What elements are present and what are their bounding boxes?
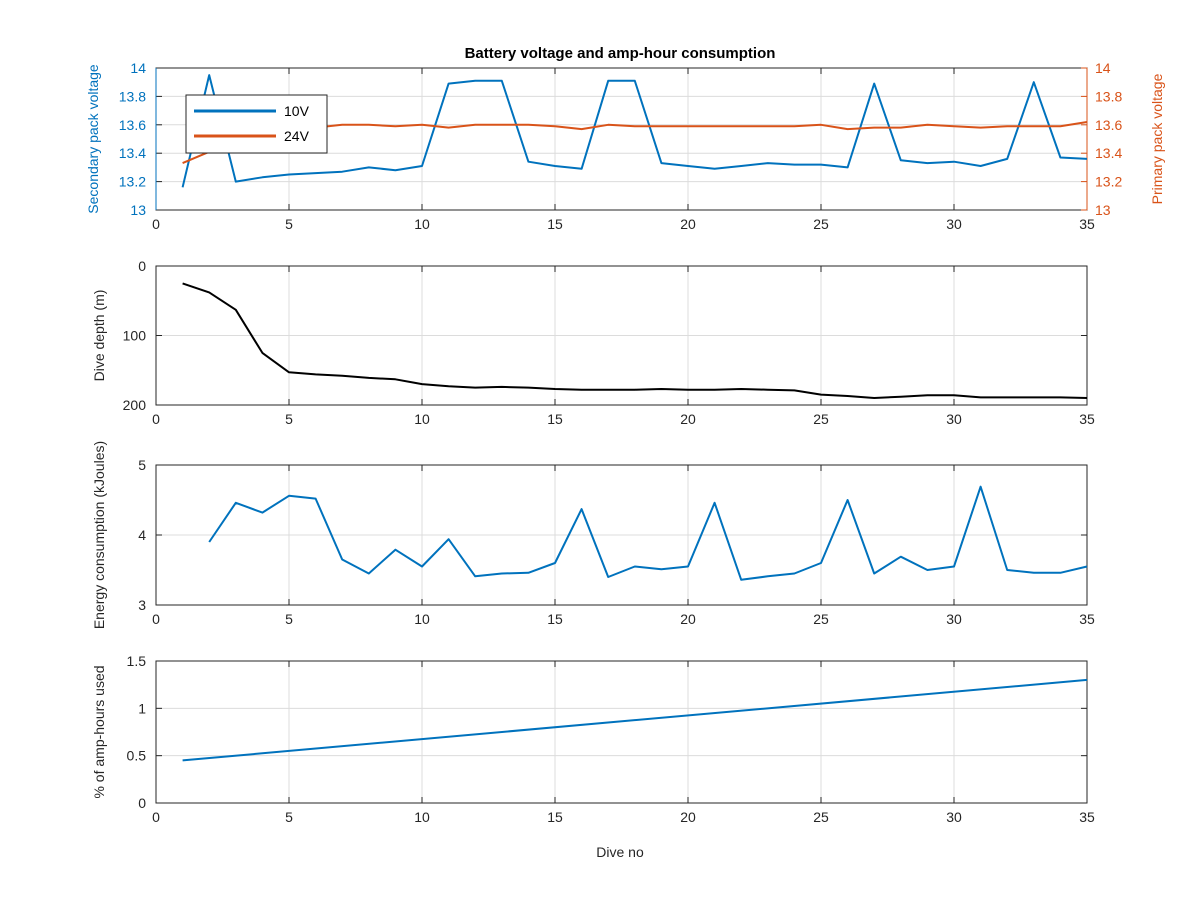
x-tick-label: 30	[946, 411, 962, 427]
x-tick-label: 25	[813, 411, 829, 427]
y-tick-label: 13	[130, 202, 146, 218]
legend-box	[185, 94, 328, 154]
right-y-tick-label: 13.4	[1095, 145, 1122, 161]
y-tick-label: 0	[138, 795, 146, 811]
x-tick-label: 0	[152, 216, 160, 232]
y-tick-label: 5	[138, 457, 146, 473]
y-tick-label: 14	[130, 60, 146, 76]
x-tick-label: 20	[680, 611, 696, 627]
x-tick-label: 5	[285, 809, 293, 825]
x-tick-label: 0	[152, 411, 160, 427]
subplot-voltage: 0 5 10 15 20 25 30 351313.213.413.613.814Second…	[85, 60, 1165, 232]
right-y-tick-label: 14	[1095, 60, 1111, 76]
y-tick-label: 3	[138, 597, 146, 613]
x-tick-label: 15	[547, 411, 563, 427]
x-tick-label: 0	[152, 611, 160, 627]
legend-label-24V: 24V	[284, 128, 310, 144]
right-y-tick-label: 13.2	[1095, 174, 1122, 190]
subplot-energy: 0 5 10 15 20 25 30 35 3 4 5 Energy consumption (kJo…	[91, 441, 1095, 629]
y-tick-label: 4	[138, 527, 146, 543]
y-tick-label: 1	[138, 700, 146, 716]
x-tick-label: 20	[680, 411, 696, 427]
x-tick-label: 10	[414, 411, 430, 427]
y-tick-label: 0.5	[127, 748, 147, 764]
x-tick-label: 30	[946, 809, 962, 825]
x-tick-label: 30	[946, 611, 962, 627]
x-tick-label: 35	[1079, 411, 1095, 427]
y-axis-label: Secondary pack voltage	[85, 64, 101, 214]
x-tick-label: 25	[813, 611, 829, 627]
x-tick-label: 20	[680, 216, 696, 232]
chart-title: Battery voltage and amp-hour consumption	[465, 45, 776, 62]
legend-label-10V: 10V	[284, 103, 310, 119]
series-line-amphours	[182, 678, 1088, 762]
x-tick-label: 10	[414, 216, 430, 232]
x-tick-label: 0	[152, 809, 160, 825]
x-tick-label: 35	[1079, 611, 1095, 627]
right-y-tick-label: 13.6	[1095, 117, 1122, 133]
legend: 10V 24V	[185, 94, 328, 154]
x-tick-label: 15	[547, 809, 563, 825]
series-line-depth	[182, 282, 1088, 399]
x-tick-label: 30	[946, 216, 962, 232]
x-tick-label: 15	[547, 611, 563, 627]
y-axis-label: Dive depth (m)	[91, 290, 107, 382]
y-axis-label: Energy consumption (kJoules)	[91, 441, 107, 629]
x-tick-label: 20	[680, 809, 696, 825]
y-tick-label: 100	[123, 328, 147, 344]
subplots: 0 5 10 15 20 25 30 351313.213.413.613.814Second…	[85, 60, 1165, 825]
series-line-energy	[208, 485, 1088, 581]
right-y-tick-label: 13.8	[1095, 88, 1122, 104]
series-line-24V	[182, 121, 1088, 165]
x-axis-label: Dive no	[596, 844, 644, 860]
x-tick-label: 35	[1079, 216, 1095, 232]
x-tick-label: 5	[285, 216, 293, 232]
y-tick-label: 13.4	[119, 145, 146, 161]
series-line-10V	[181, 74, 1088, 188]
subplot-depth: 0 5 10 15 20 25 30 35 0 100 200 Dive depth (m)	[91, 258, 1095, 427]
x-tick-label: 25	[813, 809, 829, 825]
x-tick-label: 10	[414, 611, 430, 627]
right-y-tick-label: 13	[1095, 202, 1111, 218]
y-axis-label: % of amp-hours used	[91, 665, 107, 798]
y-tick-label: 1.5	[127, 653, 147, 669]
x-tick-label: 15	[547, 216, 563, 232]
y-tick-label: 13.8	[119, 88, 146, 104]
axes-box	[155, 660, 1088, 804]
x-tick-label: 5	[285, 411, 293, 427]
x-tick-label: 10	[414, 809, 430, 825]
y-tick-label: 13.2	[119, 174, 146, 190]
x-tick-label: 35	[1079, 809, 1095, 825]
right-y-axis-label: Primary pack voltage	[1149, 73, 1165, 204]
x-tick-label: 25	[813, 216, 829, 232]
y-tick-label: 200	[123, 397, 147, 413]
subplot-amphours: 0 5 10 15 20 25 30 35 0 0.5 1 1.5 % of amp-hours use…	[91, 653, 1095, 825]
x-tick-label: 5	[285, 611, 293, 627]
y-tick-label: 13.6	[119, 117, 146, 133]
y-tick-label: 0	[138, 258, 146, 274]
